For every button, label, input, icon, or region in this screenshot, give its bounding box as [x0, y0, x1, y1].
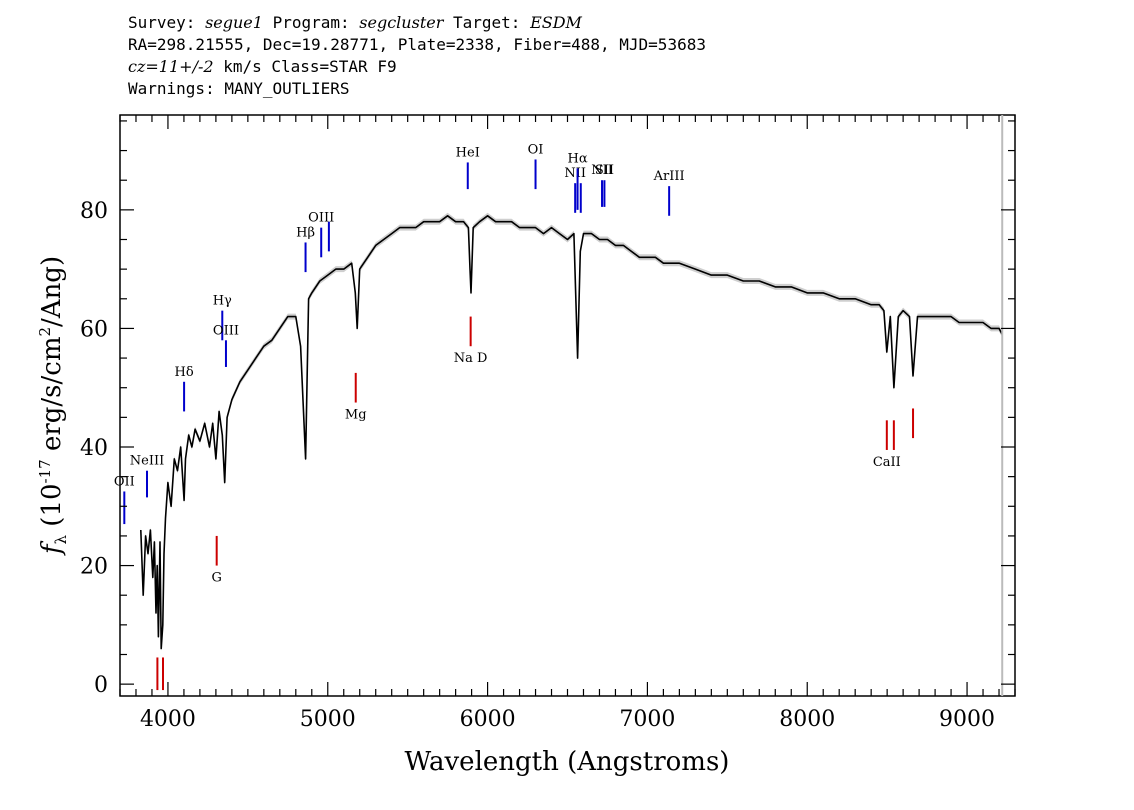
spectral-line-label: Mg — [345, 408, 367, 423]
x-tick-label: 6000 — [460, 707, 516, 732]
y-tick-label: 40 — [80, 436, 108, 461]
noise-band — [140, 212, 1003, 652]
spectral-line-label: Hγ — [213, 294, 232, 309]
x-tick-label: 5000 — [300, 707, 356, 732]
spectral-line-label: NII — [591, 163, 613, 178]
target-label: Target: — [453, 13, 521, 32]
y-tick-label: 80 — [80, 199, 108, 224]
x-tick-label: 9000 — [939, 707, 995, 732]
plot-frame — [119, 114, 1016, 697]
spectral-line-label: Hα — [568, 151, 588, 166]
header-line-class: cz=11+/-2 km/s Class=STAR F9 — [128, 56, 706, 78]
spectral-line-label: SII — [595, 163, 614, 178]
x-tick-label: 4000 — [140, 707, 196, 732]
x-tick-label: 7000 — [619, 707, 675, 732]
y-tick-label: 60 — [80, 317, 108, 342]
spectral-line-label: HeI — [456, 145, 480, 160]
y-tick-label: 0 — [94, 673, 108, 698]
spectral-line-label: Hβ — [296, 225, 315, 240]
spectral-line-label: G — [211, 571, 221, 586]
header-line-survey: Survey: segue1 Program: segcluster Targe… — [128, 12, 706, 34]
redshift-value: cz=11+/-2 — [128, 57, 214, 76]
spectral-line-label: NeIII — [130, 454, 164, 469]
spectrum-line — [140, 215, 1003, 650]
program-label: Program: — [272, 13, 350, 32]
spectral-line-label: OIII — [213, 323, 239, 338]
program-value: segcluster — [359, 13, 444, 32]
axes: 4000 5000 6000 7000 8000 9000 0 20 40 60 80 — [80, 115, 1016, 732]
survey-label: Survey: — [128, 13, 196, 32]
spectrum-series — [140, 212, 1003, 652]
x-axis-title: Wavelength (Angstroms) — [405, 747, 730, 777]
spectral-line-label: CaII — [873, 455, 901, 470]
spectral-line-label: Na D — [454, 351, 488, 366]
header-line-warnings: Warnings: MANY_OUTLIERS — [128, 79, 350, 98]
spectral-line-label: NII — [564, 166, 586, 181]
survey-value: segue1 — [205, 13, 263, 32]
spectral-line-label: OII — [114, 474, 135, 489]
y-axis-title: fλ (10-17 erg/s/cm2/Ang) — [36, 256, 70, 556]
spectral-line-label: OIII — [308, 211, 334, 226]
header-line-coords: RA=298.21555, Dec=19.28771, Plate=2338, … — [128, 35, 706, 54]
target-value: ESDM — [530, 13, 582, 32]
spectral-line-label: OI — [528, 142, 544, 157]
spectral-line-label: ArIII — [653, 169, 685, 184]
x-tick-label: 8000 — [779, 707, 835, 732]
y-tick-label: 20 — [80, 555, 108, 580]
spectral-line-label: Hδ — [175, 365, 194, 380]
spectrum-header: Survey: segue1 Program: segcluster Targe… — [128, 12, 706, 100]
class-value: km/s Class=STAR F9 — [223, 57, 397, 76]
